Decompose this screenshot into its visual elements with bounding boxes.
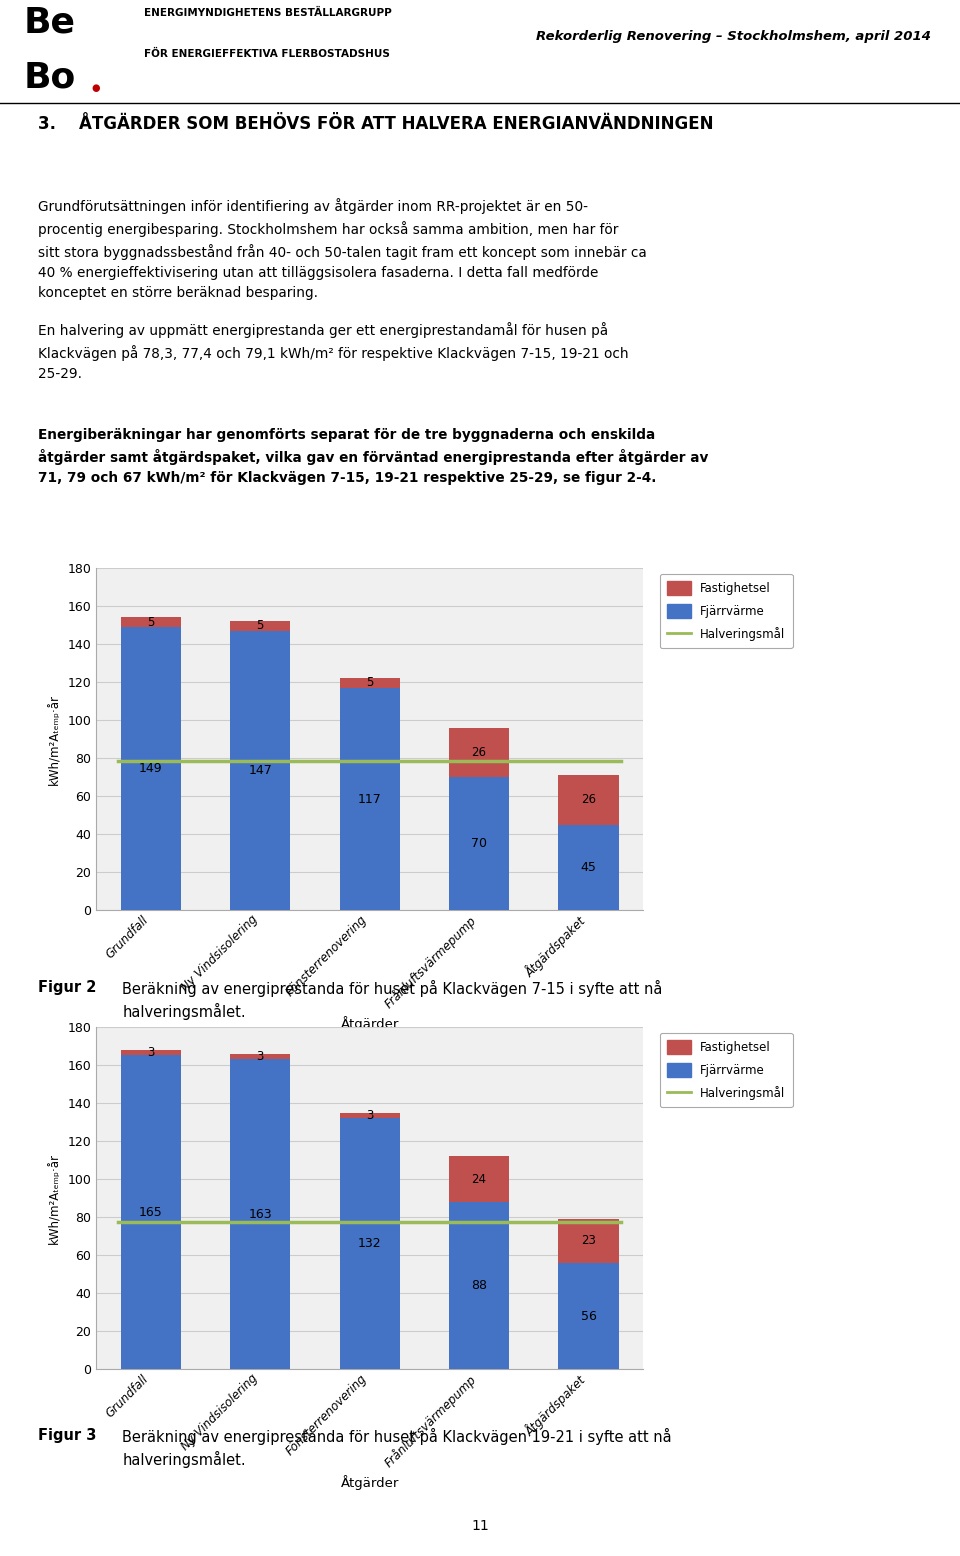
- Bar: [121, 618, 180, 627]
- Legend: Fastighetsel, Fjärrvärme, Halveringsmål: Fastighetsel, Fjärrvärme, Halveringsmål: [660, 574, 793, 649]
- Bar: [449, 776, 509, 910]
- Text: Figur 3: Figur 3: [38, 1428, 97, 1444]
- X-axis label: Åtgärder: Åtgärder: [341, 1016, 398, 1032]
- Bar: [340, 688, 399, 910]
- Text: FÖR ENERGIEFFEKTIVA FLERBOSTADSHUS: FÖR ENERGIEFFEKTIVA FLERBOSTADSHUS: [144, 48, 390, 59]
- Text: Be: Be: [24, 5, 76, 39]
- Text: En halvering av uppmätt energiprestanda ger ett energiprestandamål för husen på
: En halvering av uppmätt energiprestanda …: [38, 322, 629, 381]
- Text: Beräkning av energiprestanda för huset på Klackvägen 7-15 i syfte att nå
halveri: Beräkning av energiprestanda för huset p…: [122, 980, 662, 1019]
- Text: Grundförutsättningen inför identifiering av åtgärder inom RR-projektet är en 50-: Grundförutsättningen inför identifiering…: [38, 198, 647, 300]
- Text: 26: 26: [581, 794, 596, 806]
- Bar: [559, 1263, 618, 1369]
- Text: 149: 149: [139, 762, 162, 775]
- Text: 117: 117: [358, 792, 381, 806]
- Bar: [559, 1218, 618, 1263]
- Bar: [559, 825, 618, 910]
- Bar: [230, 1060, 290, 1369]
- Bar: [230, 630, 290, 910]
- Bar: [340, 1119, 399, 1369]
- Text: 23: 23: [581, 1234, 596, 1248]
- Bar: [559, 775, 618, 825]
- Bar: [121, 1055, 180, 1369]
- Text: 26: 26: [471, 745, 487, 759]
- Bar: [121, 627, 180, 910]
- Text: 70: 70: [471, 837, 487, 850]
- Bar: [449, 728, 509, 776]
- Text: 3: 3: [256, 1050, 264, 1063]
- Text: 3.    ÅTGÄRDER SOM BEHÖVS FÖR ATT HALVERA ENERGIANVÄNDNINGEN: 3. ÅTGÄRDER SOM BEHÖVS FÖR ATT HALVERA E…: [38, 115, 714, 134]
- Bar: [121, 1050, 180, 1055]
- Y-axis label: kWh/m²Aₜₑₘₚ·år: kWh/m²Aₜₑₘₚ·år: [49, 694, 61, 784]
- Text: ENERGIMYNDIGHETENS BESTÄLLARGRUPP: ENERGIMYNDIGHETENS BESTÄLLARGRUPP: [144, 8, 392, 19]
- Text: Bo: Bo: [24, 61, 76, 95]
- Text: 147: 147: [249, 764, 272, 776]
- Bar: [340, 678, 399, 688]
- Text: 5: 5: [256, 619, 264, 632]
- Text: 88: 88: [471, 1279, 487, 1291]
- Text: 132: 132: [358, 1237, 381, 1251]
- Text: Figur 2: Figur 2: [38, 980, 97, 996]
- Text: 24: 24: [471, 1173, 487, 1186]
- Text: 56: 56: [581, 1310, 596, 1323]
- Bar: [230, 1053, 290, 1060]
- X-axis label: Åtgärder: Åtgärder: [341, 1475, 398, 1491]
- Text: ●: ●: [91, 82, 100, 93]
- Text: 163: 163: [249, 1207, 272, 1221]
- Bar: [340, 1113, 399, 1119]
- Text: 3: 3: [366, 1109, 373, 1122]
- Bar: [230, 621, 290, 630]
- Text: Beräkning av energiprestanda för huset på Klackvägen 19-21 i syfte att nå
halver: Beräkning av energiprestanda för huset p…: [122, 1428, 672, 1467]
- Bar: [449, 1201, 509, 1369]
- Text: 11: 11: [471, 1520, 489, 1533]
- Text: Energiberäkningar har genomförts separat för de tre byggnaderna och enskilda
åtg: Energiberäkningar har genomförts separat…: [38, 428, 708, 485]
- Bar: [449, 1156, 509, 1201]
- Y-axis label: kWh/m²Aₜₑₘₚ·år: kWh/m²Aₜₑₘₚ·år: [49, 1153, 61, 1243]
- Text: Rekorderlig Renovering – Stockholmshem, april 2014: Rekorderlig Renovering – Stockholmshem, …: [537, 30, 931, 44]
- Text: 165: 165: [139, 1206, 162, 1218]
- Text: 45: 45: [581, 860, 596, 874]
- Text: 5: 5: [147, 616, 155, 629]
- Legend: Fastighetsel, Fjärrvärme, Halveringsmål: Fastighetsel, Fjärrvärme, Halveringsmål: [660, 1033, 793, 1108]
- Text: 3: 3: [147, 1046, 155, 1060]
- Text: 5: 5: [366, 677, 373, 689]
